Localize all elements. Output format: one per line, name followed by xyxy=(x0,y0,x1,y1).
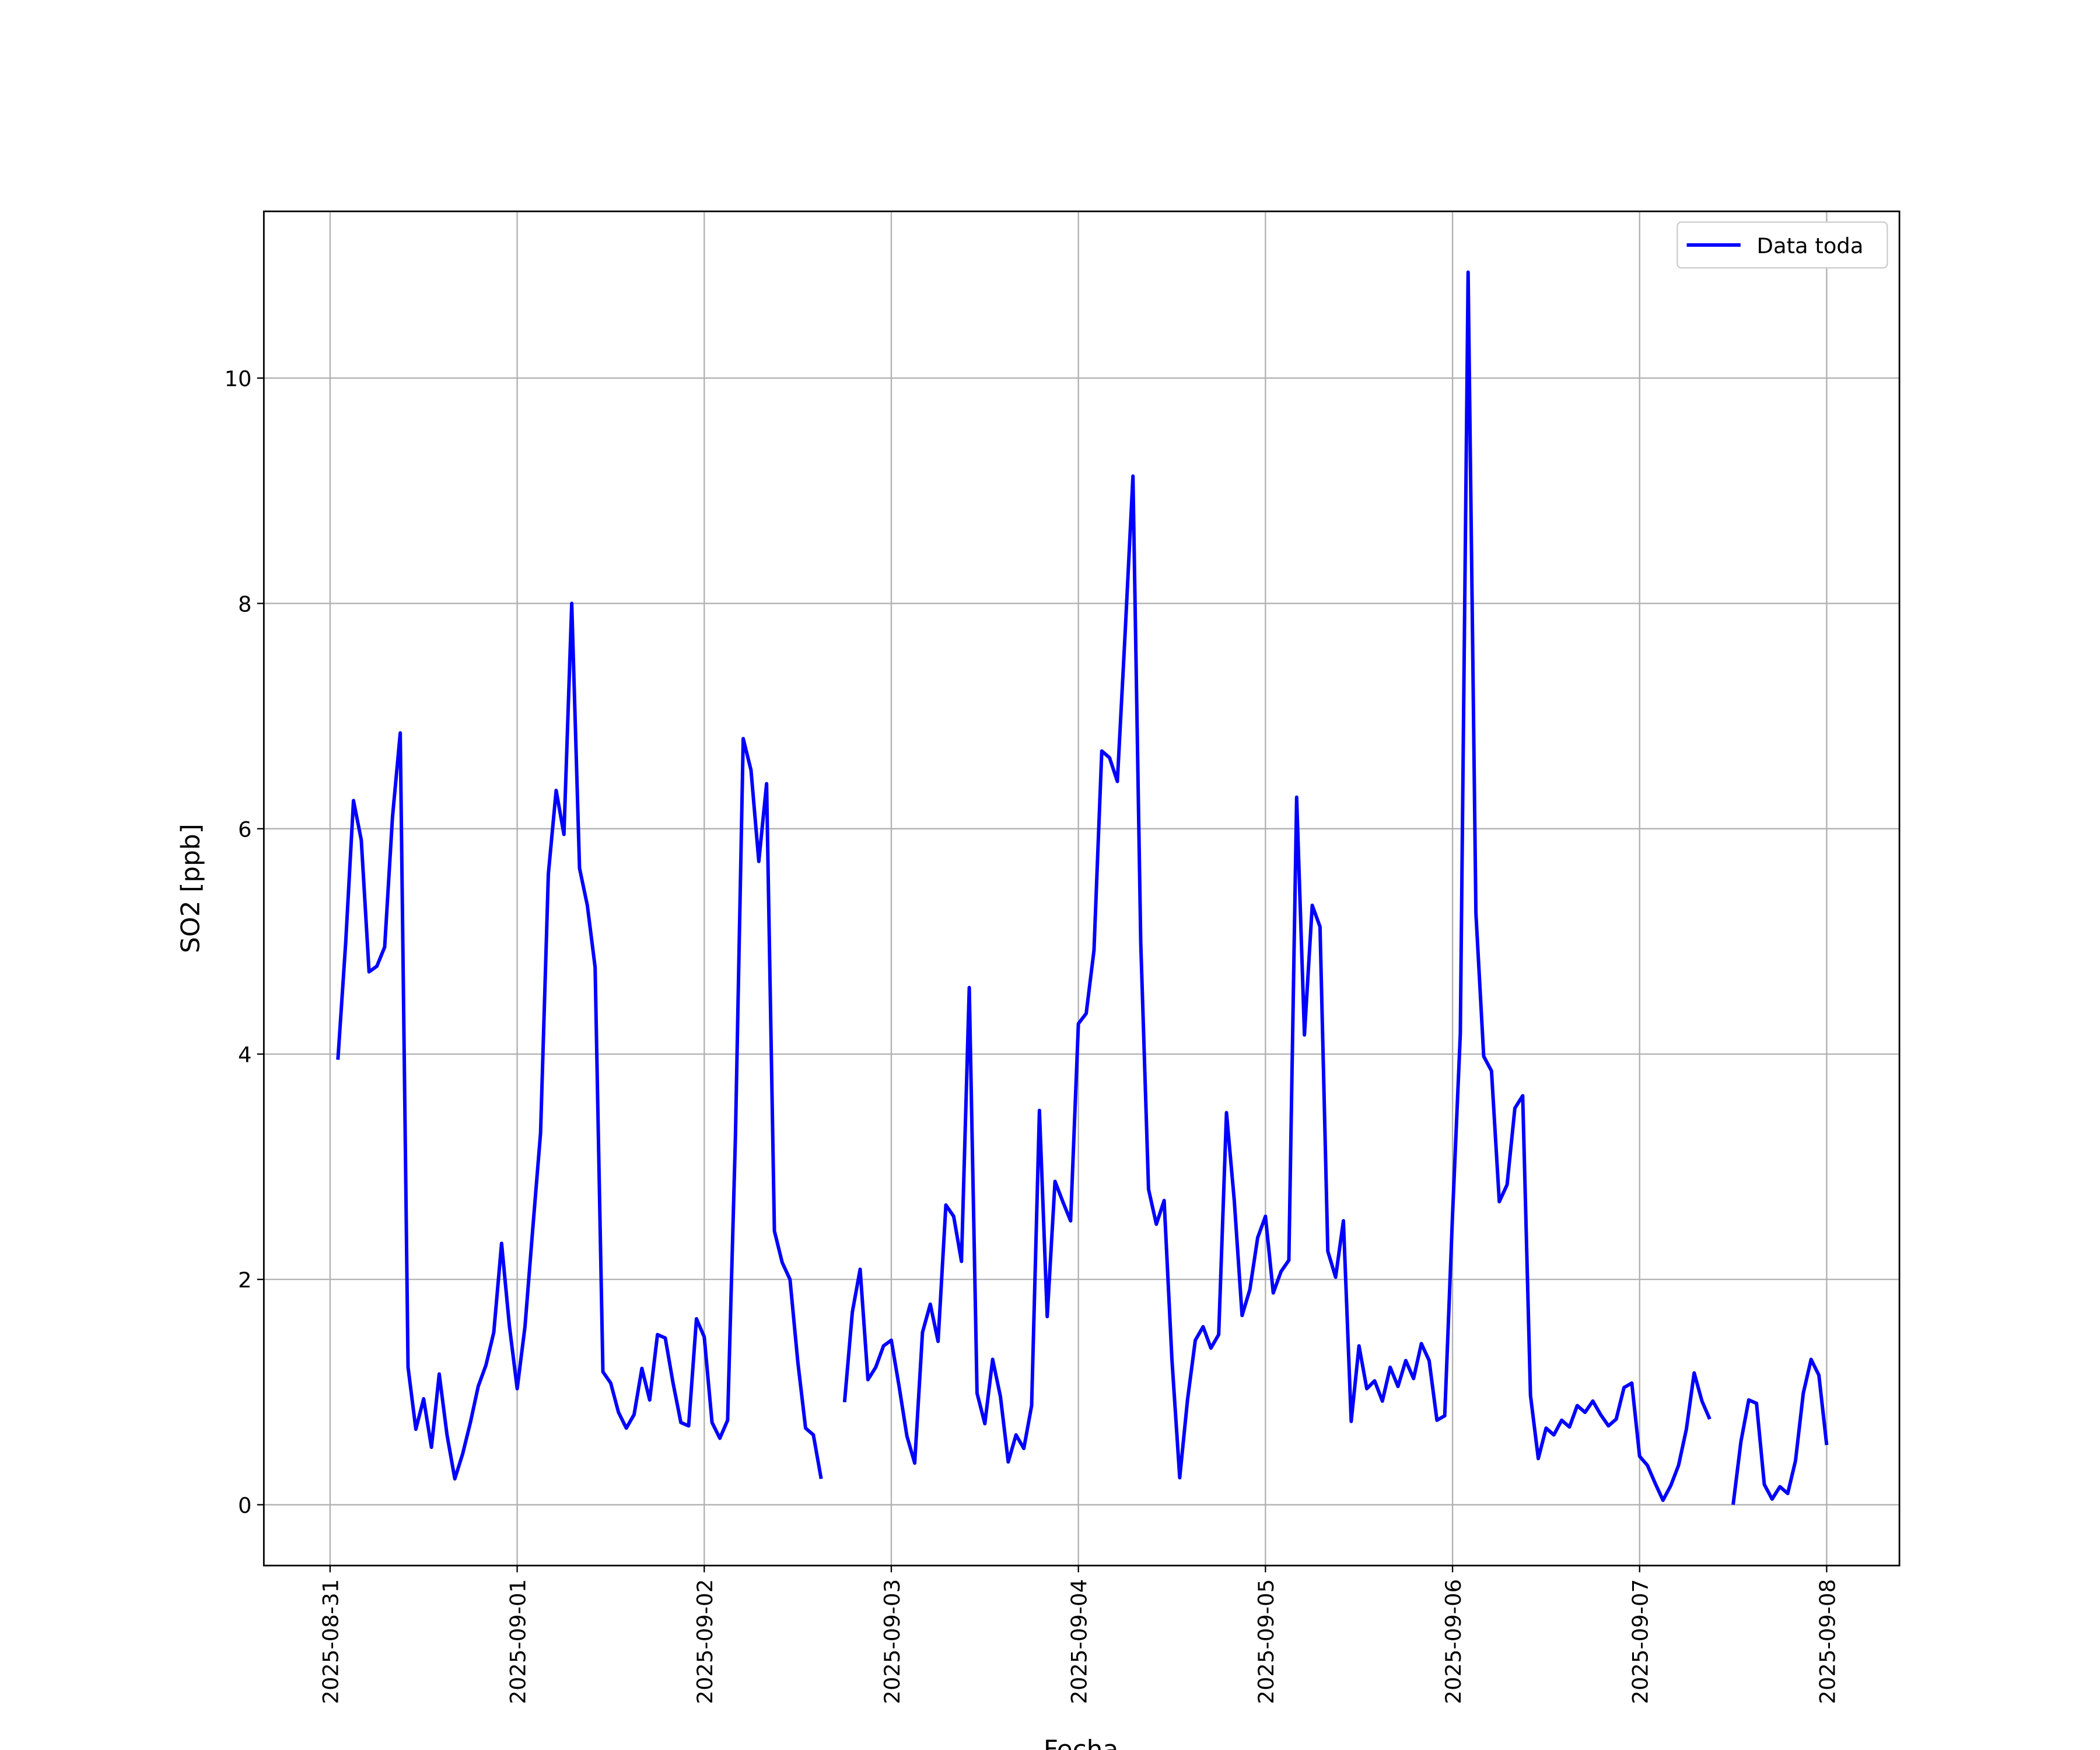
x-axis-label: Fecha xyxy=(1044,1735,1119,1750)
y-tick-label: 2 xyxy=(238,1268,251,1293)
y-tick-label: 4 xyxy=(238,1042,251,1068)
legend-box xyxy=(1676,221,1888,269)
x-tick-label: 2025-09-07 xyxy=(1628,1579,1653,1704)
x-tick-label: 2025-09-02 xyxy=(692,1579,718,1704)
y-axis-label: SO2 [ppb] xyxy=(176,824,206,953)
y-tick-label: 10 xyxy=(225,366,252,391)
data-line xyxy=(336,270,1829,1505)
x-tick-label: 2025-09-04 xyxy=(1067,1579,1092,1704)
x-tick-label: 2025-09-08 xyxy=(1815,1579,1840,1704)
x-tick-label: 2025-08-31 xyxy=(318,1579,344,1704)
y-tick-label: 6 xyxy=(238,817,251,842)
x-tick-label: 2025-09-06 xyxy=(1441,1579,1466,1704)
plot-frame xyxy=(262,210,1901,1567)
legend-label: Data toda xyxy=(1757,233,1864,258)
x-tick-label: 2025-09-01 xyxy=(505,1579,530,1704)
y-tick-label: 0 xyxy=(238,1493,251,1518)
x-tick-label: 2025-09-05 xyxy=(1254,1579,1279,1704)
x-tick-label: 2025-09-03 xyxy=(880,1579,905,1704)
y-tick-label: 8 xyxy=(238,592,251,617)
